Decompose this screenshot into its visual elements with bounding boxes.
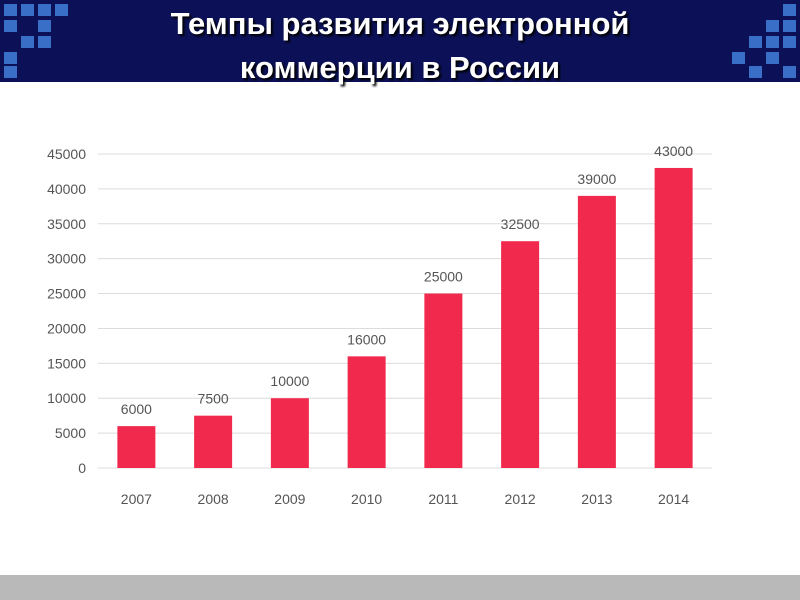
x-tick-label: 2010 (351, 491, 382, 507)
y-tick-label: 5000 (55, 425, 86, 441)
data-label: 16000 (347, 331, 386, 347)
y-tick-label: 0 (78, 460, 86, 476)
y-tick-label: 40000 (47, 181, 86, 197)
x-tick-label: 2009 (274, 491, 305, 507)
data-label: 25000 (424, 269, 463, 285)
bar-chart: 0 5000 10000 15000 20000 25000 30000 35000 40000… (47, 143, 712, 507)
bar (117, 426, 156, 468)
data-label: 43000 (654, 143, 693, 159)
x-tick-label: 2011 (428, 491, 458, 507)
y-tick-label: 10000 (47, 390, 86, 406)
bar (347, 356, 386, 468)
slide-footer-bar (0, 575, 800, 600)
bar (270, 398, 309, 468)
x-tick-label: 2013 (581, 491, 612, 507)
bar (577, 195, 616, 468)
data-label: 7500 (198, 391, 229, 407)
decor-squares-right (720, 0, 800, 82)
bar (424, 293, 463, 468)
y-tick-label: 45000 (47, 146, 86, 162)
y-tick-label: 15000 (47, 355, 86, 371)
y-tick-label: 25000 (47, 286, 86, 302)
x-tick-label: 2014 (658, 491, 689, 507)
y-tick-label: 30000 (47, 251, 86, 267)
y-tick-label: 20000 (47, 320, 86, 336)
x-tick-label: 2008 (198, 491, 229, 507)
data-label: 6000 (121, 401, 152, 417)
data-label: 10000 (270, 373, 309, 389)
data-label: 32500 (501, 216, 540, 232)
bar (194, 415, 233, 468)
bar (654, 167, 693, 468)
slide-header: Темпы развития электронной коммерции в Р… (0, 0, 800, 85)
y-tick-label: 35000 (47, 216, 86, 232)
slide-title-line2: коммерции в России (239, 50, 561, 85)
slide-title: Темпы развития электронной коммерции в Р… (80, 2, 720, 90)
bar (501, 241, 540, 468)
decor-squares-left (0, 0, 80, 82)
x-tick-label: 2012 (505, 491, 536, 507)
data-label: 39000 (577, 171, 616, 187)
x-tick-label: 2007 (121, 491, 152, 507)
slide-title-line1: Темпы развития электронной (170, 6, 630, 41)
